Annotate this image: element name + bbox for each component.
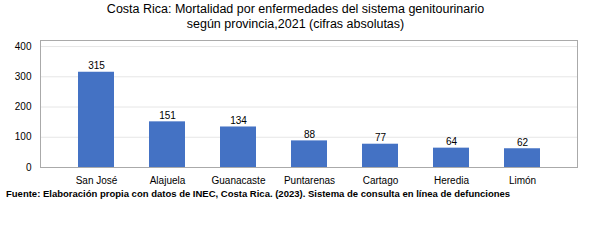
- svg-text:0: 0: [26, 162, 32, 173]
- html-text:Fuente: Elaboración propia con: Fuente: Elaboración propia con datos de …: [6, 188, 511, 199]
- svg-text:77: 77: [375, 132, 387, 143]
- svg-text:200: 200: [15, 101, 32, 112]
- svg-text:64: 64: [446, 136, 458, 147]
- html-text:Costa Rica: Mortalidad por enf: Costa Rica: Mortalidad por enfermedades …: [106, 2, 485, 16]
- svg-text:315: 315: [88, 60, 105, 71]
- svg-text:Cartago: Cartago: [363, 175, 399, 186]
- svg-text:134: 134: [230, 115, 247, 126]
- svg-text:300: 300: [15, 71, 32, 82]
- svg-text:San José: San José: [76, 175, 118, 186]
- html-text:según provincia,2021 (cifras a: según provincia,2021 (cifras absolutas): [186, 17, 405, 31]
- svg-text:62: 62: [517, 137, 529, 148]
- svg-text:400: 400: [15, 41, 32, 52]
- svg-text:Alajuela: Alajuela: [150, 175, 186, 186]
- svg-text:Limón: Limón: [509, 175, 536, 186]
- svg-text:Heredia: Heredia: [434, 175, 469, 186]
- svg-text:151: 151: [159, 110, 176, 121]
- svg-text:88: 88: [304, 129, 316, 140]
- svg-text:Puntarenas: Puntarenas: [284, 175, 335, 186]
- svg-text:Guanacaste: Guanacaste: [212, 175, 266, 186]
- svg-text:100: 100: [15, 131, 32, 142]
